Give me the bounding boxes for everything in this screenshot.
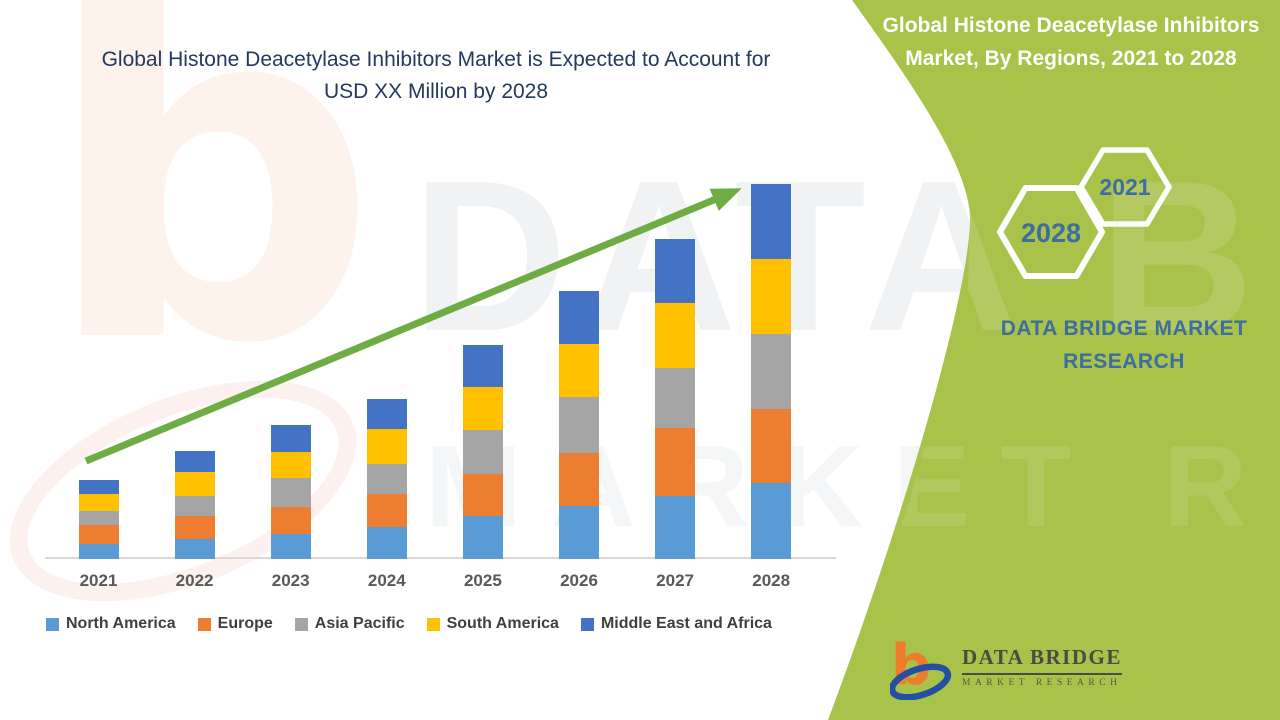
legend-label-north-america: North America xyxy=(66,615,176,632)
bar-segment-north-america-2027 xyxy=(655,495,696,559)
bar-segment-asia-pacific-2028 xyxy=(751,333,792,409)
bar-segment-middle-east-and-africa-2028 xyxy=(751,183,792,259)
page-title-line2: USD XX Million by 2028 xyxy=(323,80,549,103)
legend-label-europe: Europe xyxy=(217,615,273,632)
legend-item-north-america: North America xyxy=(46,615,176,633)
legend-item-middle-east-and-africa: Middle East and Africa xyxy=(580,615,772,633)
legend-item-south-america: South America xyxy=(426,615,559,633)
bar-segment-middle-east-and-africa-2024 xyxy=(366,398,407,429)
bar-segment-middle-east-and-africa-2021 xyxy=(78,479,119,494)
x-axis-label-2025: 2025 xyxy=(463,571,502,590)
side-panel-title: Global Histone Deacetylase Inhibitors Ma… xyxy=(866,9,1276,75)
bar-segment-south-america-2024 xyxy=(366,428,407,464)
bar-segment-middle-east-and-africa-2022 xyxy=(174,450,215,472)
logo-name: DATA BRIDGE xyxy=(962,645,1122,675)
bar-segment-asia-pacific-2021 xyxy=(78,510,119,525)
bar-segment-asia-pacific-2026 xyxy=(559,396,599,453)
x-axis-label-2022: 2022 xyxy=(175,571,214,590)
logo-subtitle: MARKET RESEARCH xyxy=(962,677,1122,688)
legend-swatch-europe xyxy=(197,617,211,631)
brand-text: DATA BRIDGE MARKET RESEARCH xyxy=(952,312,1280,378)
x-axis-label-2023: 2023 xyxy=(271,571,310,590)
bar-segment-asia-pacific-2027 xyxy=(655,367,696,428)
bar-segment-middle-east-and-africa-2025 xyxy=(462,344,503,387)
x-axis-line xyxy=(45,557,836,559)
bar-segment-north-america-2024 xyxy=(366,526,407,559)
bar-segment-europe-2026 xyxy=(559,452,599,506)
legend-swatch-south-america xyxy=(426,617,440,631)
legend-swatch-middle-east-and-africa xyxy=(580,617,594,631)
bar-segment-north-america-2021 xyxy=(78,543,119,559)
legend-item-europe: Europe xyxy=(197,615,273,633)
x-axis-label-2021: 2021 xyxy=(79,571,118,590)
legend-label-asia-pacific: Asia Pacific xyxy=(314,615,405,632)
side-panel-title-line1: Global Histone Deacetylase Inhibitors xyxy=(882,14,1260,37)
brand-text-line1: DATA BRIDGE MARKET xyxy=(1000,317,1248,340)
logo-swoosh-icon xyxy=(888,663,952,701)
x-axis-label-2027: 2027 xyxy=(656,571,694,590)
x-axis-label-2028: 2028 xyxy=(752,571,791,590)
bar-segment-south-america-2026 xyxy=(559,343,599,397)
bar-segment-north-america-2028 xyxy=(751,482,792,559)
bar-segment-middle-east-and-africa-2023 xyxy=(270,424,311,452)
bar-segment-south-america-2028 xyxy=(751,258,792,334)
bar-segment-middle-east-and-africa-2026 xyxy=(559,290,599,344)
bar-segment-north-america-2023 xyxy=(270,533,311,559)
bar-segment-middle-east-and-africa-2027 xyxy=(655,238,696,303)
bar-segment-north-america-2022 xyxy=(174,538,215,559)
bar-segment-asia-pacific-2025 xyxy=(462,429,503,474)
legend: North America Europe Asia Pacific South Ame… xyxy=(46,615,772,633)
bar-segment-europe-2023 xyxy=(270,506,311,534)
bar-segment-europe-2024 xyxy=(366,493,407,527)
legend-label-middle-east-and-africa: Middle East and Africa xyxy=(600,615,772,632)
page-title: Global Histone Deacetylase Inhibitors Ma… xyxy=(30,44,842,108)
legend-item-asia-pacific: Asia Pacific xyxy=(294,615,405,633)
bar-segment-south-america-2025 xyxy=(462,386,503,430)
data-bridge-logo-icon: b xyxy=(888,632,952,701)
x-axis-label-2024: 2024 xyxy=(367,571,406,590)
bar-segment-europe-2027 xyxy=(655,427,696,496)
bar-segment-south-america-2023 xyxy=(270,451,311,478)
brand-text-line2: RESEARCH xyxy=(1063,350,1185,373)
bar-segment-south-america-2027 xyxy=(655,302,696,368)
bar-segment-europe-2021 xyxy=(78,524,119,544)
legend-swatch-north-america xyxy=(46,617,59,631)
legend-label-south-america: South America xyxy=(446,615,559,632)
bar-segment-north-america-2026 xyxy=(559,505,599,559)
bar-segment-europe-2022 xyxy=(174,515,215,539)
legend-swatch-asia-pacific xyxy=(294,617,308,631)
bar-segment-europe-2025 xyxy=(462,473,503,516)
bar-segment-asia-pacific-2024 xyxy=(366,463,407,494)
data-bridge-logo: b DATA BRIDGE MARKET RESEARCH xyxy=(888,632,1122,701)
bar-segment-asia-pacific-2023 xyxy=(270,477,311,507)
x-axis-label-2026: 2026 xyxy=(560,571,598,590)
bar-segment-asia-pacific-2022 xyxy=(174,495,215,516)
bar-segment-north-america-2025 xyxy=(462,515,503,559)
page-title-line1: Global Histone Deacetylase Inhibitors Ma… xyxy=(101,48,771,71)
bar-segment-south-america-2021 xyxy=(78,493,119,511)
bar-segment-europe-2028 xyxy=(751,408,792,483)
side-panel-title-line2: Market, By Regions, 2021 to 2028 xyxy=(905,47,1237,70)
bar-segment-south-america-2022 xyxy=(174,471,215,496)
